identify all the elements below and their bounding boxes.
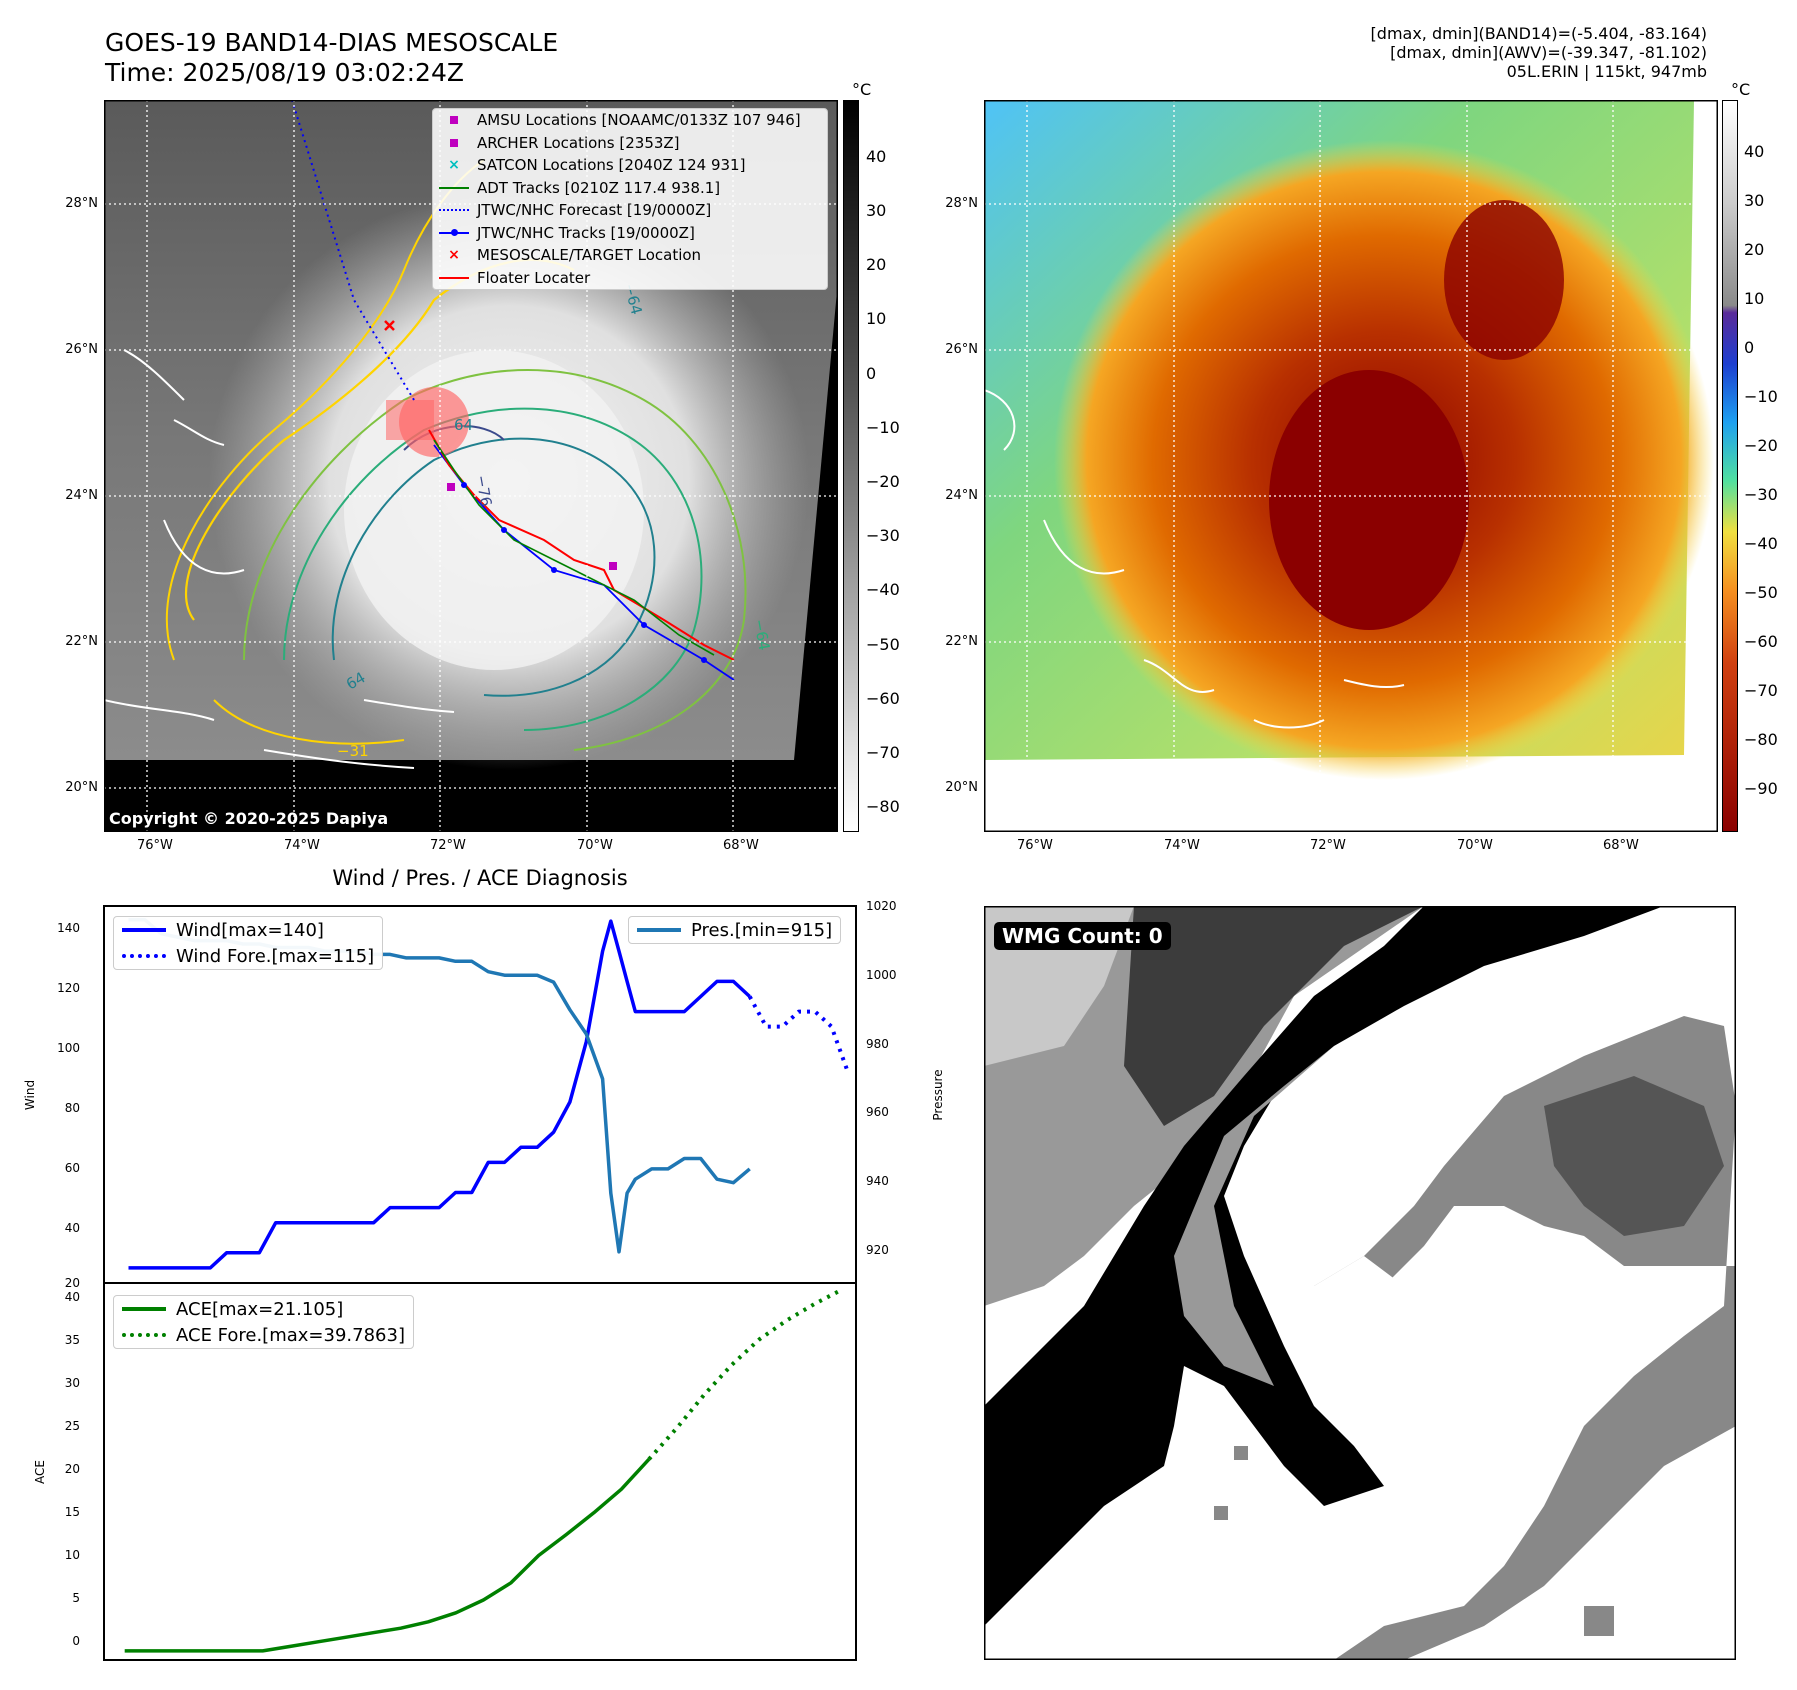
color-colorbar-unit: °C — [1731, 80, 1751, 99]
legend-item-ace-forecast: ACE Fore.[max=39.7863] — [114, 1322, 413, 1348]
gray-colorbar-unit: °C — [852, 80, 872, 99]
color-colorbar-ticks: 40 30 20 10 0 −10 −20 −30 −40 −50 −60 −7… — [1744, 142, 1778, 798]
wind-axis-label: Wind — [23, 1080, 37, 1110]
color-map-lat-ticks: 28°N 26°N 24°N 22°N 20°N — [945, 196, 978, 795]
legend-item-ace: ACE[max=21.105] — [114, 1296, 413, 1322]
pressure-axis-label: Pressure — [931, 1069, 945, 1120]
contour-label: 64 — [454, 416, 473, 434]
legend-item-wind: Wind[max=140] — [114, 917, 382, 943]
legend-item-forecast: JTWC/NHC Forecast [19/0000Z] — [433, 199, 827, 222]
awv-range: [dmax, dmin](AWV)=(-39.347, -81.102) — [1390, 43, 1707, 62]
line-icon — [122, 928, 166, 932]
ace-axis-label: ACE — [33, 1460, 47, 1484]
dotted-line-icon — [122, 1333, 166, 1337]
diagnosis-title: Wind / Pres. / ACE Diagnosis — [332, 866, 628, 890]
ace-legend: ACE[max=21.105] ACE Fore.[max=39.7863] — [113, 1295, 414, 1349]
line-icon — [122, 1307, 166, 1311]
series-line-0 — [128, 919, 751, 1270]
line-dot-icon — [439, 228, 469, 236]
dotted-line-icon — [122, 954, 166, 958]
series-line-0 — [124, 1458, 651, 1653]
map-legend: AMSU Locations [NOAAMC/0133Z 107 946] AR… — [432, 108, 828, 290]
legend-item-tracks: JTWC/NHC Tracks [19/0000Z] — [433, 222, 827, 245]
legend-item-amsu: AMSU Locations [NOAAMC/0133Z 107 946] — [433, 109, 827, 132]
ir-map-lon-ticks: 76°W 74°W 72°W 70°W 68°W — [137, 838, 759, 853]
contour-label: −76 — [472, 474, 495, 508]
band14-range: [dmax, dmin](BAND14)=(-5.404, -83.164) — [1370, 24, 1707, 43]
square-icon — [439, 116, 469, 125]
color-colorbar — [1722, 100, 1738, 832]
square-icon — [439, 138, 469, 147]
ir-map-lat-ticks: 28°N 26°N 24°N 22°N 20°N — [65, 196, 98, 795]
gray-colorbar-ticks: 40 30 20 10 0 −10 −20 −30 −40 −50 −60 −7… — [866, 147, 900, 816]
x-marker-icon: × — [448, 157, 460, 174]
ace-plot — [124, 1287, 844, 1653]
legend-item-target: × MESOSCALE/TARGET Location — [433, 244, 827, 267]
legend-item-archer: ARCHER Locations [2353Z] — [433, 132, 827, 155]
contour-label: −31 — [337, 742, 369, 760]
x-marker-icon: × — [448, 247, 460, 264]
wmg-map — [984, 906, 1736, 1660]
figure-title: GOES-19 BAND14-DIAS MESOSCALE — [105, 28, 559, 57]
pressure-y-ticks: 1020 1000 980 960 940 920 — [866, 899, 897, 1257]
legend-item-pressure: Pres.[min=915] — [629, 917, 840, 943]
series-line-1 — [747, 995, 850, 1073]
wmg-count-badge: WMG Count: 0 — [994, 922, 1171, 950]
pressure-legend: Pres.[min=915] — [628, 916, 842, 944]
gray-colorbar — [843, 100, 859, 832]
wmg-map-panel — [984, 906, 1736, 1660]
line-icon — [637, 928, 681, 932]
storm-info: 05L.ERIN | 115kt, 947mb — [1506, 62, 1707, 81]
line-icon — [439, 186, 469, 189]
wind-y-ticks: 140 120 100 80 60 40 20 — [57, 921, 80, 1290]
dotted-line-icon — [439, 209, 469, 212]
ace-y-ticks: 40 35 30 25 20 15 10 5 0 — [64, 1290, 80, 1648]
legend-item-adt: ADT Tracks [0210Z 117.4 938.1] — [433, 177, 827, 200]
contour-label: −64 — [750, 618, 773, 652]
copyright: Copyright © 2020-2025 Dapiya — [109, 809, 388, 828]
wind-legend: Wind[max=140] Wind Fore.[max=115] — [113, 916, 384, 970]
series-line-1 — [647, 1287, 844, 1461]
legend-item-floater: Floater Locater — [433, 267, 827, 290]
color-ir-map-panel — [983, 100, 1718, 832]
color-ir-map — [983, 100, 1718, 832]
legend-item-wind-forecast: Wind Fore.[max=115] — [114, 943, 382, 969]
figure-time: Time: 2025/08/19 03:02:24Z — [105, 58, 464, 87]
color-map-lon-ticks: 76°W 74°W 72°W 70°W 68°W — [1017, 838, 1639, 853]
legend-item-satcon: × SATCON Locations [2040Z 124 931] — [433, 154, 827, 177]
line-icon — [439, 276, 469, 279]
